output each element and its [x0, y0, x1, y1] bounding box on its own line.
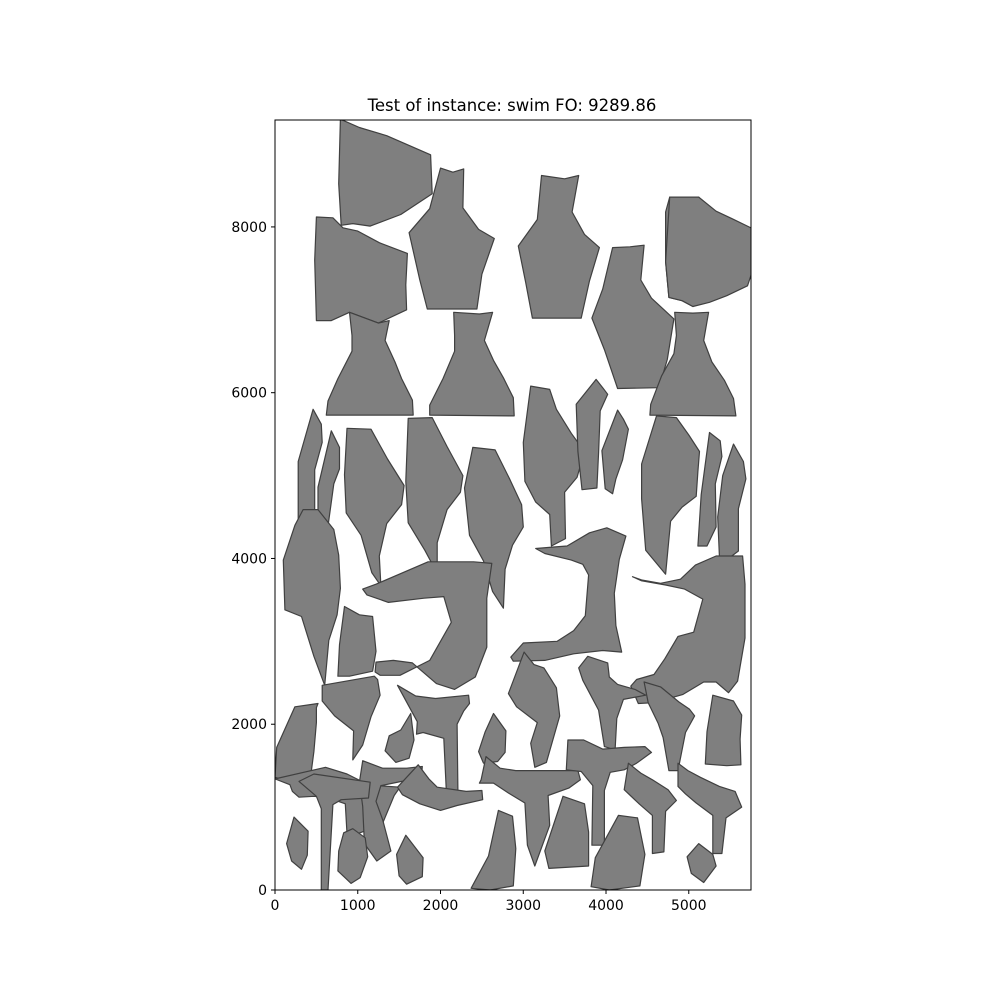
piece-14 [640, 415, 701, 575]
piece-46 [686, 842, 717, 884]
piece-47 [470, 809, 517, 890]
piece-34 [384, 712, 415, 764]
y-axis: 0 2000 4000 6000 8000 [231, 220, 275, 899]
piece-19 [463, 446, 524, 609]
axes-frame [274, 119, 752, 891]
piece-26 [337, 605, 377, 677]
piece-13 [601, 409, 630, 495]
piece-6 [314, 216, 408, 324]
piece-8 [325, 311, 414, 416]
piece-11 [522, 385, 586, 547]
piece-35 [478, 712, 507, 764]
y-tick-label: 2000 [231, 717, 267, 733]
y-tick-label: 0 [258, 883, 267, 899]
piece-37 [358, 760, 423, 862]
x-tick-label: 3000 [505, 898, 541, 914]
chart-title: Test of instance: swim FO: 9289.86 [367, 96, 657, 115]
x-tick-label: 5000 [671, 898, 707, 914]
piece-23 [362, 561, 493, 691]
piece-32 [275, 702, 319, 783]
x-axis: 0 1000 2000 3000 4000 5000 [271, 890, 707, 914]
piece-29 [578, 655, 647, 751]
piece-24 [510, 527, 627, 662]
piece-9 [429, 311, 515, 417]
piece-39 [478, 755, 582, 867]
piece-49 [544, 795, 590, 870]
piece-50 [298, 773, 371, 890]
x-tick-label: 4000 [588, 898, 624, 914]
piece-3 [517, 174, 601, 319]
plot-area [275, 120, 751, 890]
piece-20 [697, 431, 723, 547]
piece-31 [704, 694, 743, 767]
piece-17 [317, 430, 341, 540]
piece-33 [396, 684, 471, 792]
piece-1 [338, 120, 433, 227]
y-tick-label: 8000 [231, 220, 267, 236]
piece-48 [590, 814, 646, 890]
piece-5 [664, 196, 751, 308]
piece-22 [282, 509, 341, 686]
piece-2 [408, 167, 495, 310]
piece-38 [396, 764, 484, 812]
x-tick-label: 0 [271, 898, 280, 914]
piece-21 [717, 443, 747, 560]
piece-41 [623, 762, 678, 855]
piece-25 [630, 555, 746, 705]
piece-27 [321, 675, 381, 761]
piece-42 [677, 762, 743, 855]
piece-45 [286, 816, 309, 870]
piece-18 [343, 427, 405, 587]
piece-44 [396, 834, 424, 885]
piece-10 [649, 311, 737, 417]
y-tick-label: 6000 [231, 386, 267, 402]
piece-30 [643, 681, 696, 772]
piece-7 [591, 244, 675, 390]
piece-28 [507, 651, 561, 768]
x-tick-label: 1000 [340, 898, 376, 914]
piece-12 [575, 378, 609, 491]
piece-43 [337, 828, 369, 885]
piece-15 [405, 417, 464, 575]
x-tick-label: 2000 [423, 898, 459, 914]
y-tick-label: 4000 [231, 551, 267, 567]
